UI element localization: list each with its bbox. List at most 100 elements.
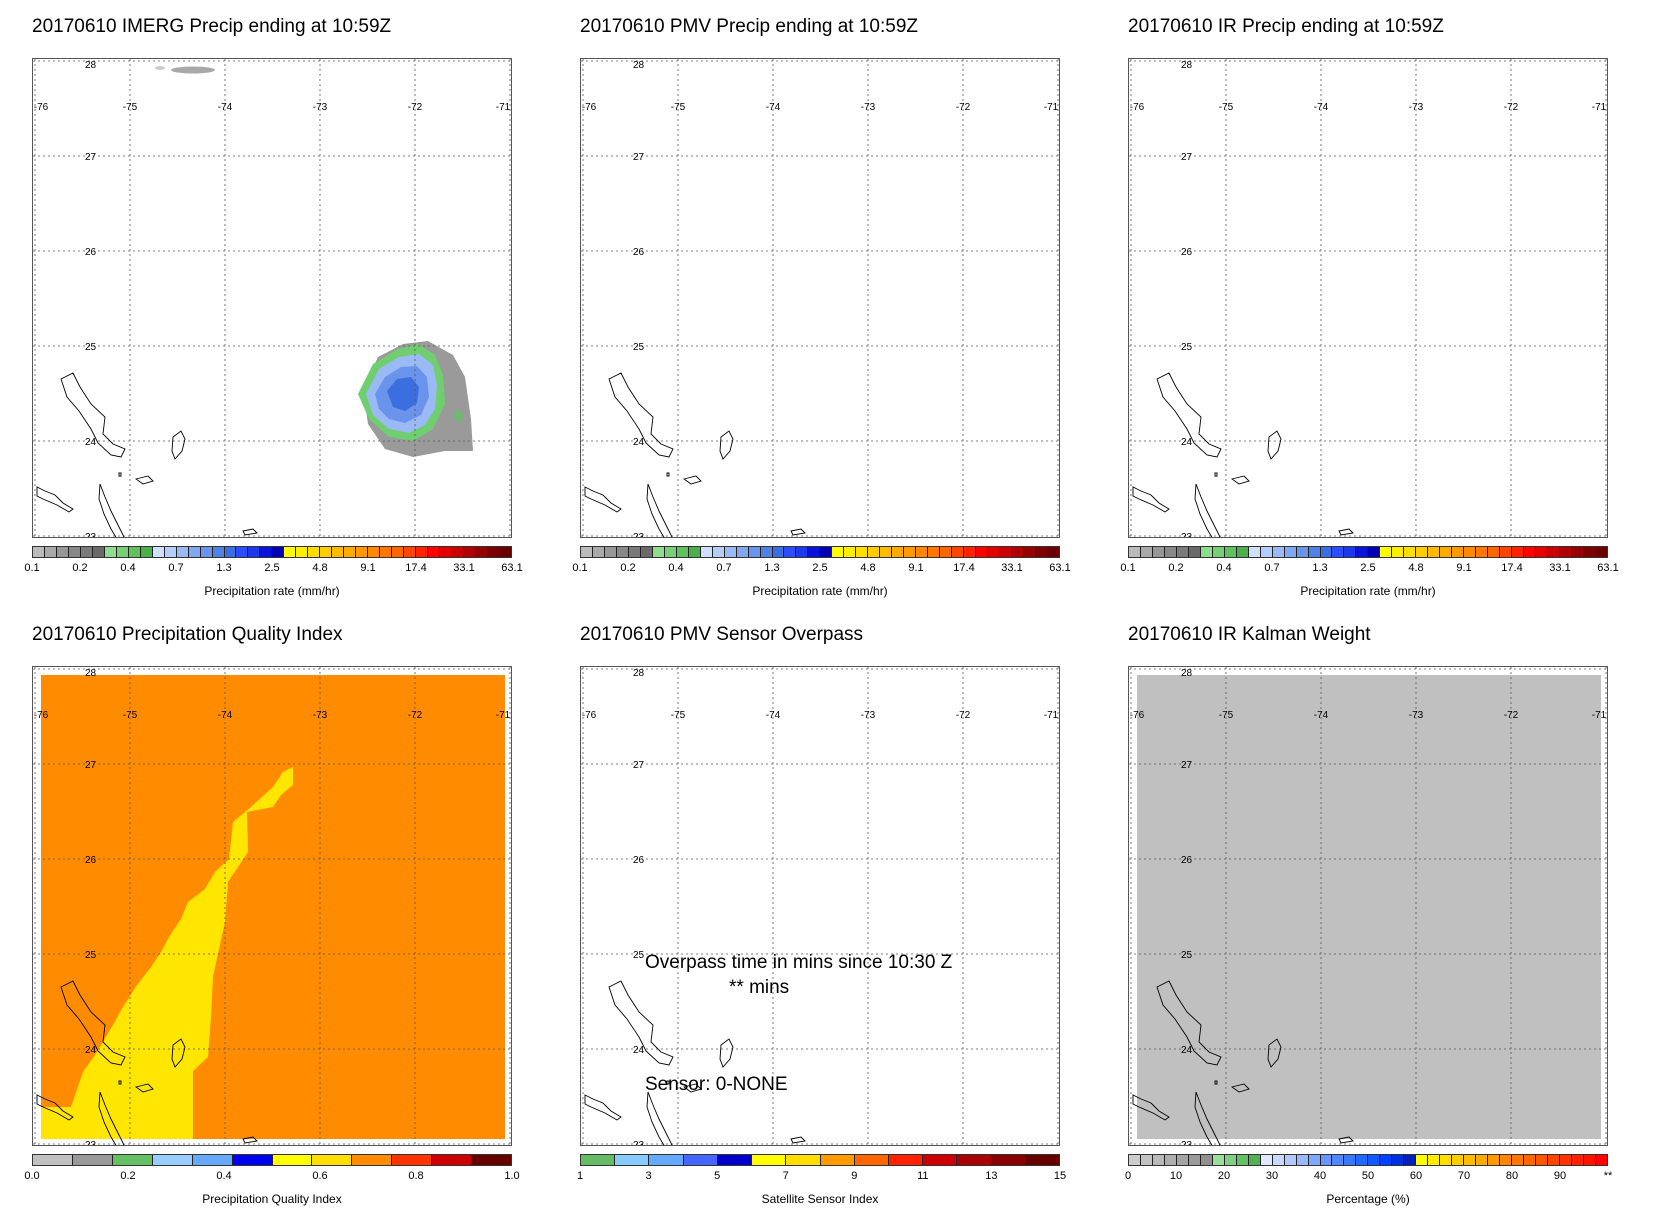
colorbar-segment: [1523, 1155, 1536, 1165]
colorbar-segment: [1188, 1155, 1201, 1165]
colorbar-segment: [999, 547, 1012, 557]
colorbar-segment: [1176, 547, 1189, 557]
colorbar-segment: [356, 547, 369, 557]
colorbar-segment: [451, 547, 464, 557]
longitude-label: -73: [313, 710, 328, 721]
colorbar-segment: [1212, 547, 1225, 557]
latitude-label: 24: [1181, 437, 1193, 448]
colorbar-tick-label: 2.5: [1360, 562, 1376, 574]
colorbar-segment: [1356, 1155, 1369, 1165]
colorbar-segment: [975, 547, 988, 557]
colorbar-segment: [352, 1155, 393, 1165]
colorbar-segment: [284, 547, 297, 557]
map-plot: -76 -75 -74 -73 -72 -71 28 27 26 25 24 23: [32, 58, 512, 538]
colorbar-segment: [1164, 1155, 1177, 1165]
longitude-label: -75: [123, 710, 138, 721]
longitude-label: -71: [1592, 710, 1607, 721]
latitude-label: 28: [1181, 668, 1193, 679]
colorbar-tick-label: 40: [1313, 1170, 1327, 1182]
colorbar-segment: [868, 547, 881, 557]
colorbar-segment: [1404, 1155, 1417, 1165]
colorbar-segment: [880, 547, 893, 557]
colorbar-segment: [649, 1155, 684, 1165]
colorbar-tick-label: 20: [1217, 1170, 1231, 1182]
colorbar-tick-label: 7: [782, 1170, 789, 1182]
colorbar-segment: [1188, 547, 1201, 557]
colorbar-segment: [1332, 547, 1345, 557]
longitude-label: -74: [218, 710, 233, 721]
longitude-label: -75: [1219, 710, 1234, 721]
colorbar-tick-label: 17.4: [1501, 562, 1523, 574]
colorbar-tick-label: 63.1: [1597, 562, 1619, 574]
colorbar: [1128, 546, 1608, 558]
colorbar-segment: [1595, 547, 1607, 557]
colorbar-tick-label: 60: [1409, 1170, 1423, 1182]
colorbar-segment: [957, 1155, 992, 1165]
latitude-label: 24: [1181, 1045, 1193, 1056]
colorbar-segment: [1152, 1155, 1165, 1165]
colorbar-segment: [688, 547, 701, 557]
map-plot: -76 -75 -74 -73 -72 -71 28 27 26 25 24 23: [32, 666, 512, 1146]
longitude-label: -71: [1044, 710, 1059, 721]
colorbar-tick-label: 1.3: [1312, 562, 1328, 574]
map-plot: -76 -75 -74 -73 -72 -71 28 27 26 25 24 23: [580, 58, 1060, 538]
colorbar-label: Percentage (%): [1326, 1192, 1410, 1206]
colorbar-segment: [952, 547, 964, 557]
colorbar-tick-label: 50: [1361, 1170, 1375, 1182]
colorbar-segment: [1308, 1155, 1321, 1165]
colorbar-tick-label: 90: [1553, 1170, 1567, 1182]
colorbar-segment: [1440, 1155, 1453, 1165]
colorbar-tick-label: 5: [714, 1170, 721, 1182]
colorbar-tick-label: 33.1: [1549, 562, 1571, 574]
colorbar-segment: [140, 547, 153, 557]
longitude-label: -76: [34, 710, 49, 721]
colorbar-segment: [1416, 547, 1429, 557]
colorbar-tick-label: 10: [1169, 1170, 1183, 1182]
coastline: [1132, 980, 1354, 1145]
colorbar-segment: [1308, 547, 1321, 557]
colorbar-tick-label: 0: [1124, 1170, 1132, 1182]
colorbar-tick-label: 0.4: [1216, 562, 1232, 574]
kalman-weight-field: [1137, 675, 1601, 1139]
colorbar-segment: [1011, 547, 1024, 557]
colorbar-segment: [296, 547, 309, 557]
colorbar-segment: [1047, 547, 1059, 557]
colorbar-tick-label: 2.5: [812, 562, 828, 574]
colorbar-segment: [854, 1155, 889, 1165]
colorbar-segment: [392, 1155, 433, 1165]
colorbar-segment: [1571, 1155, 1584, 1165]
graticule: [1129, 59, 1607, 537]
colorbar-segment: [892, 547, 905, 557]
colorbar-segment: [1559, 1155, 1572, 1165]
latitude-label: 24: [633, 1045, 645, 1056]
colorbar: [580, 1154, 1060, 1166]
colorbar-segment: [1140, 547, 1153, 557]
colorbar-tick-label: 0.1: [572, 562, 588, 574]
colorbar-tick-label: 0.7: [716, 562, 732, 574]
colorbar-tick-label: 4.8: [312, 562, 328, 574]
colorbar-segment: [1129, 547, 1141, 557]
colorbar-ticks: 0 10 20 30 40 50 60 70 80 90 **: [1124, 1170, 1612, 1186]
colorbar-segment: [717, 1155, 753, 1165]
colorbar-segment: [856, 547, 869, 557]
colorbar-segment: [200, 547, 213, 557]
colorbar-tick-label: 0.2: [620, 562, 636, 574]
graticule: [33, 667, 511, 1145]
colorbar-ticks: 0.1 0.2 0.4 0.7 1.3 2.5 4.8 9.1 17.4 33.1 63.1: [572, 562, 1070, 578]
colorbar-segment: [260, 547, 273, 557]
colorbar-tick-label: 70: [1457, 1170, 1471, 1182]
colorbar-segment: [1152, 547, 1165, 557]
colorbar-tick-label: 30: [1265, 1170, 1279, 1182]
colorbar-segment: [1368, 1155, 1381, 1165]
longitude-label: -71: [496, 710, 511, 721]
latitude-label: 25: [1181, 342, 1193, 353]
colorbar-segment: [1248, 1155, 1261, 1165]
colorbar-segment: [463, 547, 476, 557]
colorbar-segment: [33, 1155, 73, 1165]
colorbar-segment: [760, 547, 773, 557]
latitude-label: 25: [85, 950, 97, 961]
latitude-label: 23: [85, 1140, 97, 1146]
latitude-label: 26: [85, 247, 97, 258]
longitude-label: -71: [496, 102, 511, 113]
colorbar-label: Precipitation rate (mm/hr): [1300, 584, 1436, 598]
